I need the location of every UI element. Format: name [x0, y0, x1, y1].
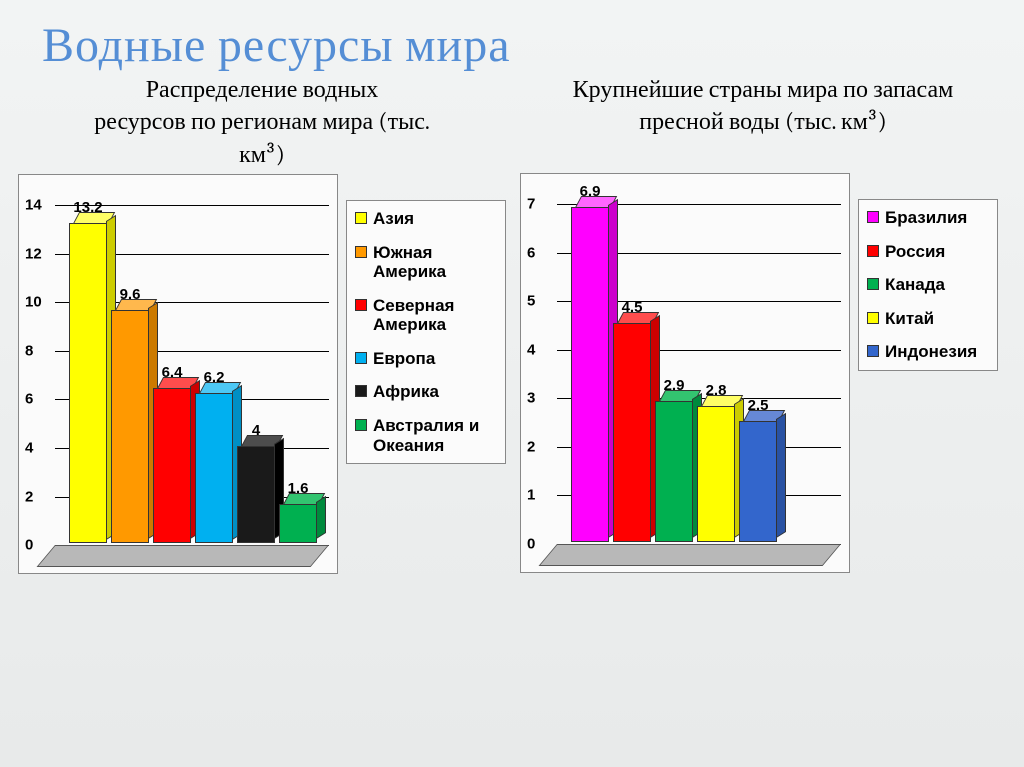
legend-item: Северная Америка [355, 296, 485, 335]
chart-floor [37, 545, 329, 567]
legend-label: Австралия и Океания [373, 416, 485, 455]
bar: 6,4 [153, 388, 191, 543]
bar: 4,5 [613, 323, 651, 542]
bar: 4 [237, 446, 275, 543]
legend-item: Азия [355, 209, 485, 229]
page-title: Водные ресурсы мира [0, 0, 1024, 73]
legend-label: Бразилия [885, 208, 967, 228]
left-chart-subtitle: Распределение водныхресурсов по регионам… [18, 73, 506, 174]
legend-label: Северная Америка [373, 296, 485, 335]
legend-item: Канада [867, 275, 989, 295]
legend-label: Европа [373, 349, 435, 369]
plot-area: 6,94,52,92,82,5 [571, 202, 777, 542]
legend-item: Австралия и Океания [355, 416, 485, 455]
legend-label: Канада [885, 275, 945, 295]
charts-container: Распределение водныхресурсов по регионам… [0, 73, 1024, 574]
legend-item: Южная Америка [355, 243, 485, 282]
legend-item: Бразилия [867, 208, 989, 228]
legend-label: Африка [373, 382, 439, 402]
legend-label: Китай [885, 309, 934, 329]
right-chart-subtitle: Крупнейшие страны мира по запасампресной… [520, 73, 1006, 173]
bar: 13,2 [69, 223, 107, 544]
chart-floor [539, 544, 841, 566]
legend-item: Китай [867, 309, 989, 329]
bar: 1,6 [279, 504, 317, 543]
legend-item: Индонезия [867, 342, 989, 362]
bar: 6,2 [195, 393, 233, 544]
bar: 6,9 [571, 207, 609, 542]
legend-label: Россия [885, 242, 945, 262]
legend-swatch [867, 278, 879, 290]
legend-swatch [355, 212, 367, 224]
left-chart-legend: Азия Южная Америка Северная Америка Европа А… [346, 200, 506, 464]
legend-swatch [355, 419, 367, 431]
legend-swatch [355, 352, 367, 364]
right-chart-panel: Крупнейшие страны мира по запасампресной… [520, 73, 1006, 574]
legend-item: Россия [867, 242, 989, 262]
legend-item: Европа [355, 349, 485, 369]
legend-swatch [867, 211, 879, 223]
legend-label: Индонезия [885, 342, 977, 362]
legend-label: Южная Америка [373, 243, 485, 282]
legend-swatch [867, 345, 879, 357]
legend-swatch [355, 299, 367, 311]
legend-swatch [355, 246, 367, 258]
legend-item: Африка [355, 382, 485, 402]
left-chart-panel: Распределение водныхресурсов по регионам… [18, 73, 506, 574]
legend-swatch [867, 245, 879, 257]
right-chart-legend: Бразилия Россия Канада Китай Индонезия [858, 199, 998, 371]
bar: 9,6 [111, 310, 149, 543]
legend-label: Азия [373, 209, 414, 229]
right-chart-area: 012345676,94,52,92,82,5 [520, 173, 850, 573]
left-chart-area: 0246810121413,29,66,46,241,6 [18, 174, 338, 574]
plot-area: 13,29,66,46,241,6 [69, 203, 317, 543]
bar: 2,5 [739, 421, 777, 542]
legend-swatch [867, 312, 879, 324]
bar: 2,9 [655, 401, 693, 542]
legend-swatch [355, 385, 367, 397]
bar: 2,8 [697, 406, 735, 542]
